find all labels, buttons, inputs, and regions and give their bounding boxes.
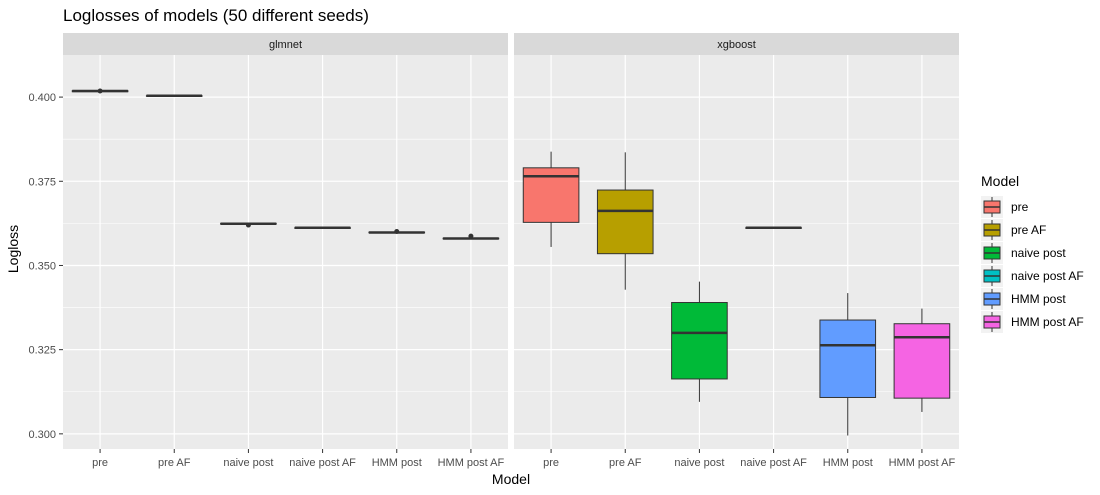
box-xgboost-pre-af	[596, 152, 654, 290]
y-tick-label: 0.400	[28, 92, 56, 104]
y-tick-label: 0.325	[28, 345, 56, 357]
box-xgboost-naive-post-af	[745, 226, 802, 230]
x-tick-label: HMM post AF	[889, 457, 956, 469]
facet-strip	[514, 33, 959, 55]
box-iqr	[893, 323, 951, 399]
box-glmnet-hmm-post-af	[442, 233, 500, 240]
chart-title: Loglosses of models (50 different seeds)	[63, 6, 369, 25]
x-tick-label: naive post	[223, 457, 273, 469]
legend-label: pre	[1011, 200, 1029, 214]
box-iqr	[819, 319, 877, 398]
legend-label: pre AF	[1011, 223, 1046, 237]
x-axis: pre pre AF naive post naive post AF HMM post…	[92, 449, 956, 469]
box-xgboost-hmm-post-af	[893, 308, 951, 412]
facet-panels: glmnet xgboost	[63, 33, 959, 449]
outlier-point	[97, 88, 103, 94]
legend-title: Model	[981, 173, 1019, 189]
x-tick-label: pre	[92, 457, 108, 469]
box-glmnet-pre-af	[145, 94, 203, 97]
legend-item-pre-af: pre AF	[981, 219, 1046, 241]
panel-background	[514, 55, 959, 449]
facet-strip-label: xgboost	[717, 39, 756, 51]
legend-item-naive-post-af: naive post AF	[981, 265, 1084, 287]
facet-strip-label: glmnet	[269, 39, 302, 51]
legend-label: HMM post	[1011, 292, 1066, 306]
panel-background	[63, 55, 508, 449]
x-tick-label: naive post	[674, 457, 724, 469]
x-tick-label: pre AF	[158, 457, 191, 469]
legend: Model pre pre AF naive post naive post AF HM…	[981, 173, 1084, 333]
y-tick-label: 0.375	[28, 176, 56, 188]
box-glmnet-naive-post	[220, 222, 277, 228]
x-tick-label: HMM post	[823, 457, 873, 469]
outlier-point	[468, 233, 474, 239]
x-axis-title: Model	[492, 471, 530, 487]
box-xgboost-naive-post	[671, 281, 728, 402]
x-tick-label: naive post AF	[289, 457, 356, 469]
outlier-point	[394, 228, 400, 234]
box-iqr	[596, 189, 654, 255]
facet-glmnet: glmnet	[63, 33, 508, 449]
y-axis-title: Logloss	[5, 225, 21, 273]
box-glmnet-hmm-post	[368, 228, 426, 234]
x-tick-label: HMM post	[372, 457, 422, 469]
box-iqr	[671, 302, 728, 380]
legend-item-naive-post: naive post	[981, 242, 1066, 264]
facet-strip	[63, 33, 508, 55]
facet-xgboost: xgboost	[514, 33, 959, 449]
legend-item-hmm-post-af: HMM post AF	[981, 311, 1084, 333]
box-glmnet-pre	[71, 88, 129, 94]
outlier-point	[245, 222, 251, 228]
box-xgboost-hmm-post	[819, 293, 877, 436]
x-tick-label: HMM post AF	[438, 457, 505, 469]
legend-label: HMM post AF	[1011, 315, 1084, 329]
box-glmnet-naive-post-af	[294, 226, 351, 230]
legend-label: naive post AF	[1011, 269, 1084, 283]
y-axis: 0.300 0.325 0.350 0.375 0.400	[28, 92, 63, 441]
x-tick-label: pre	[543, 457, 559, 469]
y-tick-label: 0.350	[28, 260, 56, 272]
y-tick-label: 0.300	[28, 429, 56, 441]
legend-item-pre: pre	[981, 196, 1029, 218]
legend-label: naive post	[1011, 246, 1066, 260]
box-xgboost-pre	[522, 151, 580, 247]
x-tick-label: naive post AF	[740, 457, 807, 469]
legend-item-hmm-post: HMM post	[981, 288, 1066, 310]
x-tick-label: pre AF	[609, 457, 642, 469]
